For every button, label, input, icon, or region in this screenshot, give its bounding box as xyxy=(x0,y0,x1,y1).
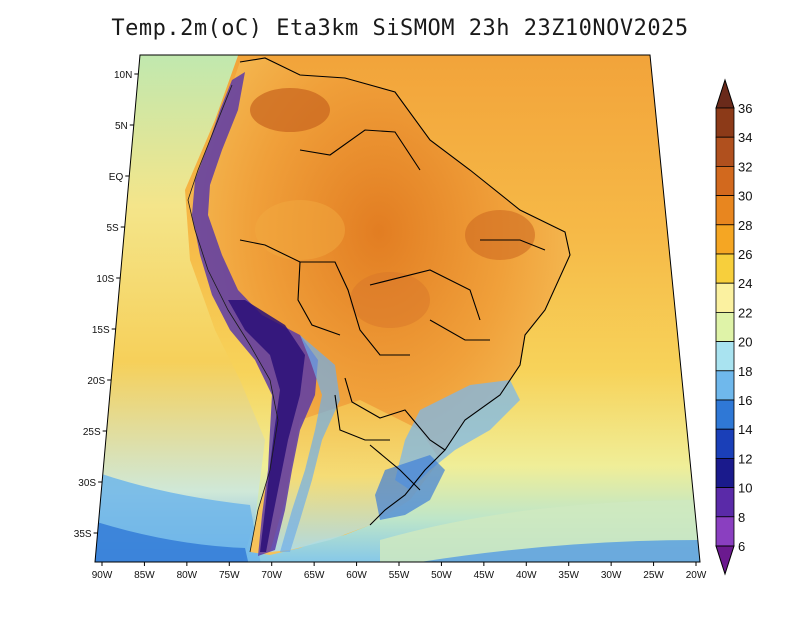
map-panel xyxy=(95,55,700,562)
south-cold-band xyxy=(95,520,250,562)
colorbar-label: 24 xyxy=(738,276,752,291)
colorbar-label: 22 xyxy=(738,305,752,320)
hot-region-north xyxy=(250,88,330,132)
south-atlantic-cold-band xyxy=(420,540,700,562)
colorbar-label: 34 xyxy=(738,130,752,145)
colorbar-bottom-arrow xyxy=(715,545,735,576)
lon-label: 85W xyxy=(134,570,155,581)
colorbar-label: 26 xyxy=(738,247,752,262)
colorbar-label: 28 xyxy=(738,218,752,233)
pacific-field xyxy=(95,55,265,562)
colorbar-label: 32 xyxy=(738,159,752,174)
lat-label: 5S xyxy=(106,223,119,234)
lon-label: 70W xyxy=(261,570,282,581)
lon-label: 45W xyxy=(474,570,495,581)
lon-label: 20W xyxy=(686,570,707,581)
colorbar-label: 18 xyxy=(738,364,752,379)
map-frame xyxy=(94,54,701,563)
colorbar-label: 14 xyxy=(738,422,752,437)
lat-label: 25S xyxy=(83,427,101,438)
lat-label: 15S xyxy=(92,325,110,336)
colorbar-segment xyxy=(715,311,735,342)
lon-label: 35W xyxy=(558,570,579,581)
lon-label: 30W xyxy=(601,570,622,581)
lon-label: 75W xyxy=(219,570,240,581)
lon-label: 40W xyxy=(516,570,537,581)
andes-flank-cool xyxy=(280,335,340,552)
colorbar-segment xyxy=(715,253,735,284)
lon-label: 55W xyxy=(389,570,410,581)
lat-label: 10N xyxy=(114,70,132,81)
colorbar-label: 8 xyxy=(738,510,745,525)
lat-label: 20S xyxy=(87,376,105,387)
colorbar-label: 20 xyxy=(738,335,752,350)
colorbar-segment xyxy=(715,399,735,430)
map-title: Temp.2m(oC) Eta3km SiSMOM 23h 23Z10NOV20… xyxy=(111,16,689,41)
lat-label: 10S xyxy=(96,274,114,285)
colorbar-top-arrow xyxy=(715,78,735,109)
country-borders xyxy=(239,57,571,526)
southern-cone-land xyxy=(270,400,440,552)
lon-label: 60W xyxy=(346,570,367,581)
colorbar-segment xyxy=(715,487,735,518)
colorbar-label: 6 xyxy=(738,539,745,554)
andes-ridge-core xyxy=(228,300,305,552)
hot-region-northeast xyxy=(465,210,535,260)
colorbar-segment xyxy=(715,136,735,167)
lat-label: EQ xyxy=(109,172,124,183)
colorbar-segment xyxy=(715,428,735,459)
lat-label: 35S xyxy=(74,529,92,540)
colorbar-segment xyxy=(715,457,735,488)
lon-label: 25W xyxy=(643,570,664,581)
colorbar: 36 34 32 30 28 26 24 22 20 18 16 14 12 10 8 6 xyxy=(715,78,752,576)
colorbar-label: 36 xyxy=(738,101,752,116)
lat-label: 5N xyxy=(115,121,128,132)
colorbar-segment xyxy=(715,195,735,226)
colorbar-segment xyxy=(715,341,735,372)
longitude-labels: 90W 85W 80W 75W 70W 65W 60W 55W 50W 45W 40W 35W 30W 2… xyxy=(92,562,707,581)
lon-label: 50W xyxy=(431,570,452,581)
lat-label: 30S xyxy=(78,478,96,489)
lon-label: 65W xyxy=(304,570,325,581)
colorbar-label: 10 xyxy=(738,481,752,496)
colorbar-segment xyxy=(715,282,735,313)
lon-label: 90W xyxy=(92,570,113,581)
colorbar-segment xyxy=(715,370,735,401)
coastline xyxy=(187,84,279,553)
lon-label: 80W xyxy=(177,570,198,581)
colorbar-label: 12 xyxy=(738,451,752,466)
warm-region-central-west xyxy=(255,200,345,260)
colorbar-segment xyxy=(715,516,735,547)
hot-region-central xyxy=(350,272,430,328)
colorbar-label: 16 xyxy=(738,393,752,408)
colorbar-segment xyxy=(715,107,735,138)
colorbar-label: 30 xyxy=(738,189,752,204)
colorbar-segment xyxy=(715,165,735,196)
latitude-labels: 10N 5N EQ 5S 10S 15S 20S 25S 30S 35S xyxy=(74,70,139,540)
colorbar-segment xyxy=(715,224,735,255)
